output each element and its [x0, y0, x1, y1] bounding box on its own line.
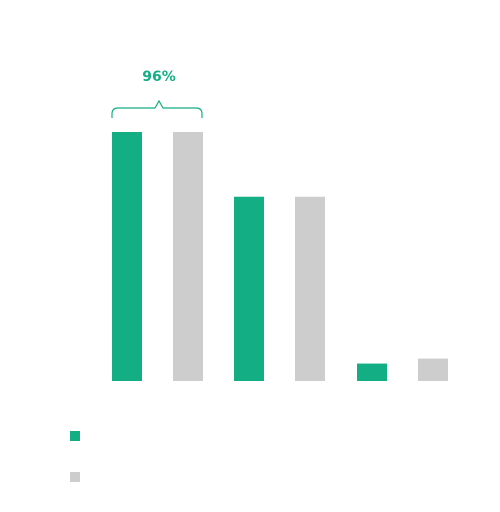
bar-series-2-category-3 [418, 358, 448, 381]
bars-group [112, 132, 448, 381]
annotation-bracket [111, 99, 203, 118]
bar-series-2-category-2 [295, 196, 325, 381]
chart: 96% [111, 69, 448, 381]
legend [70, 430, 270, 512]
bar-series-2-category-1 [173, 132, 203, 381]
legend-item-series-2 [70, 471, 270, 483]
bar-series-1-category-2 [234, 196, 264, 381]
annotation-bracket-group: 96% [111, 69, 203, 118]
legend-swatch-series-2 [70, 472, 80, 482]
bar-series-1-category-3 [357, 363, 387, 381]
bar-series-1-category-1 [112, 132, 142, 381]
annotation-label: 96% [142, 69, 176, 85]
legend-swatch-series-1 [70, 431, 80, 441]
legend-item-series-1 [70, 430, 270, 442]
